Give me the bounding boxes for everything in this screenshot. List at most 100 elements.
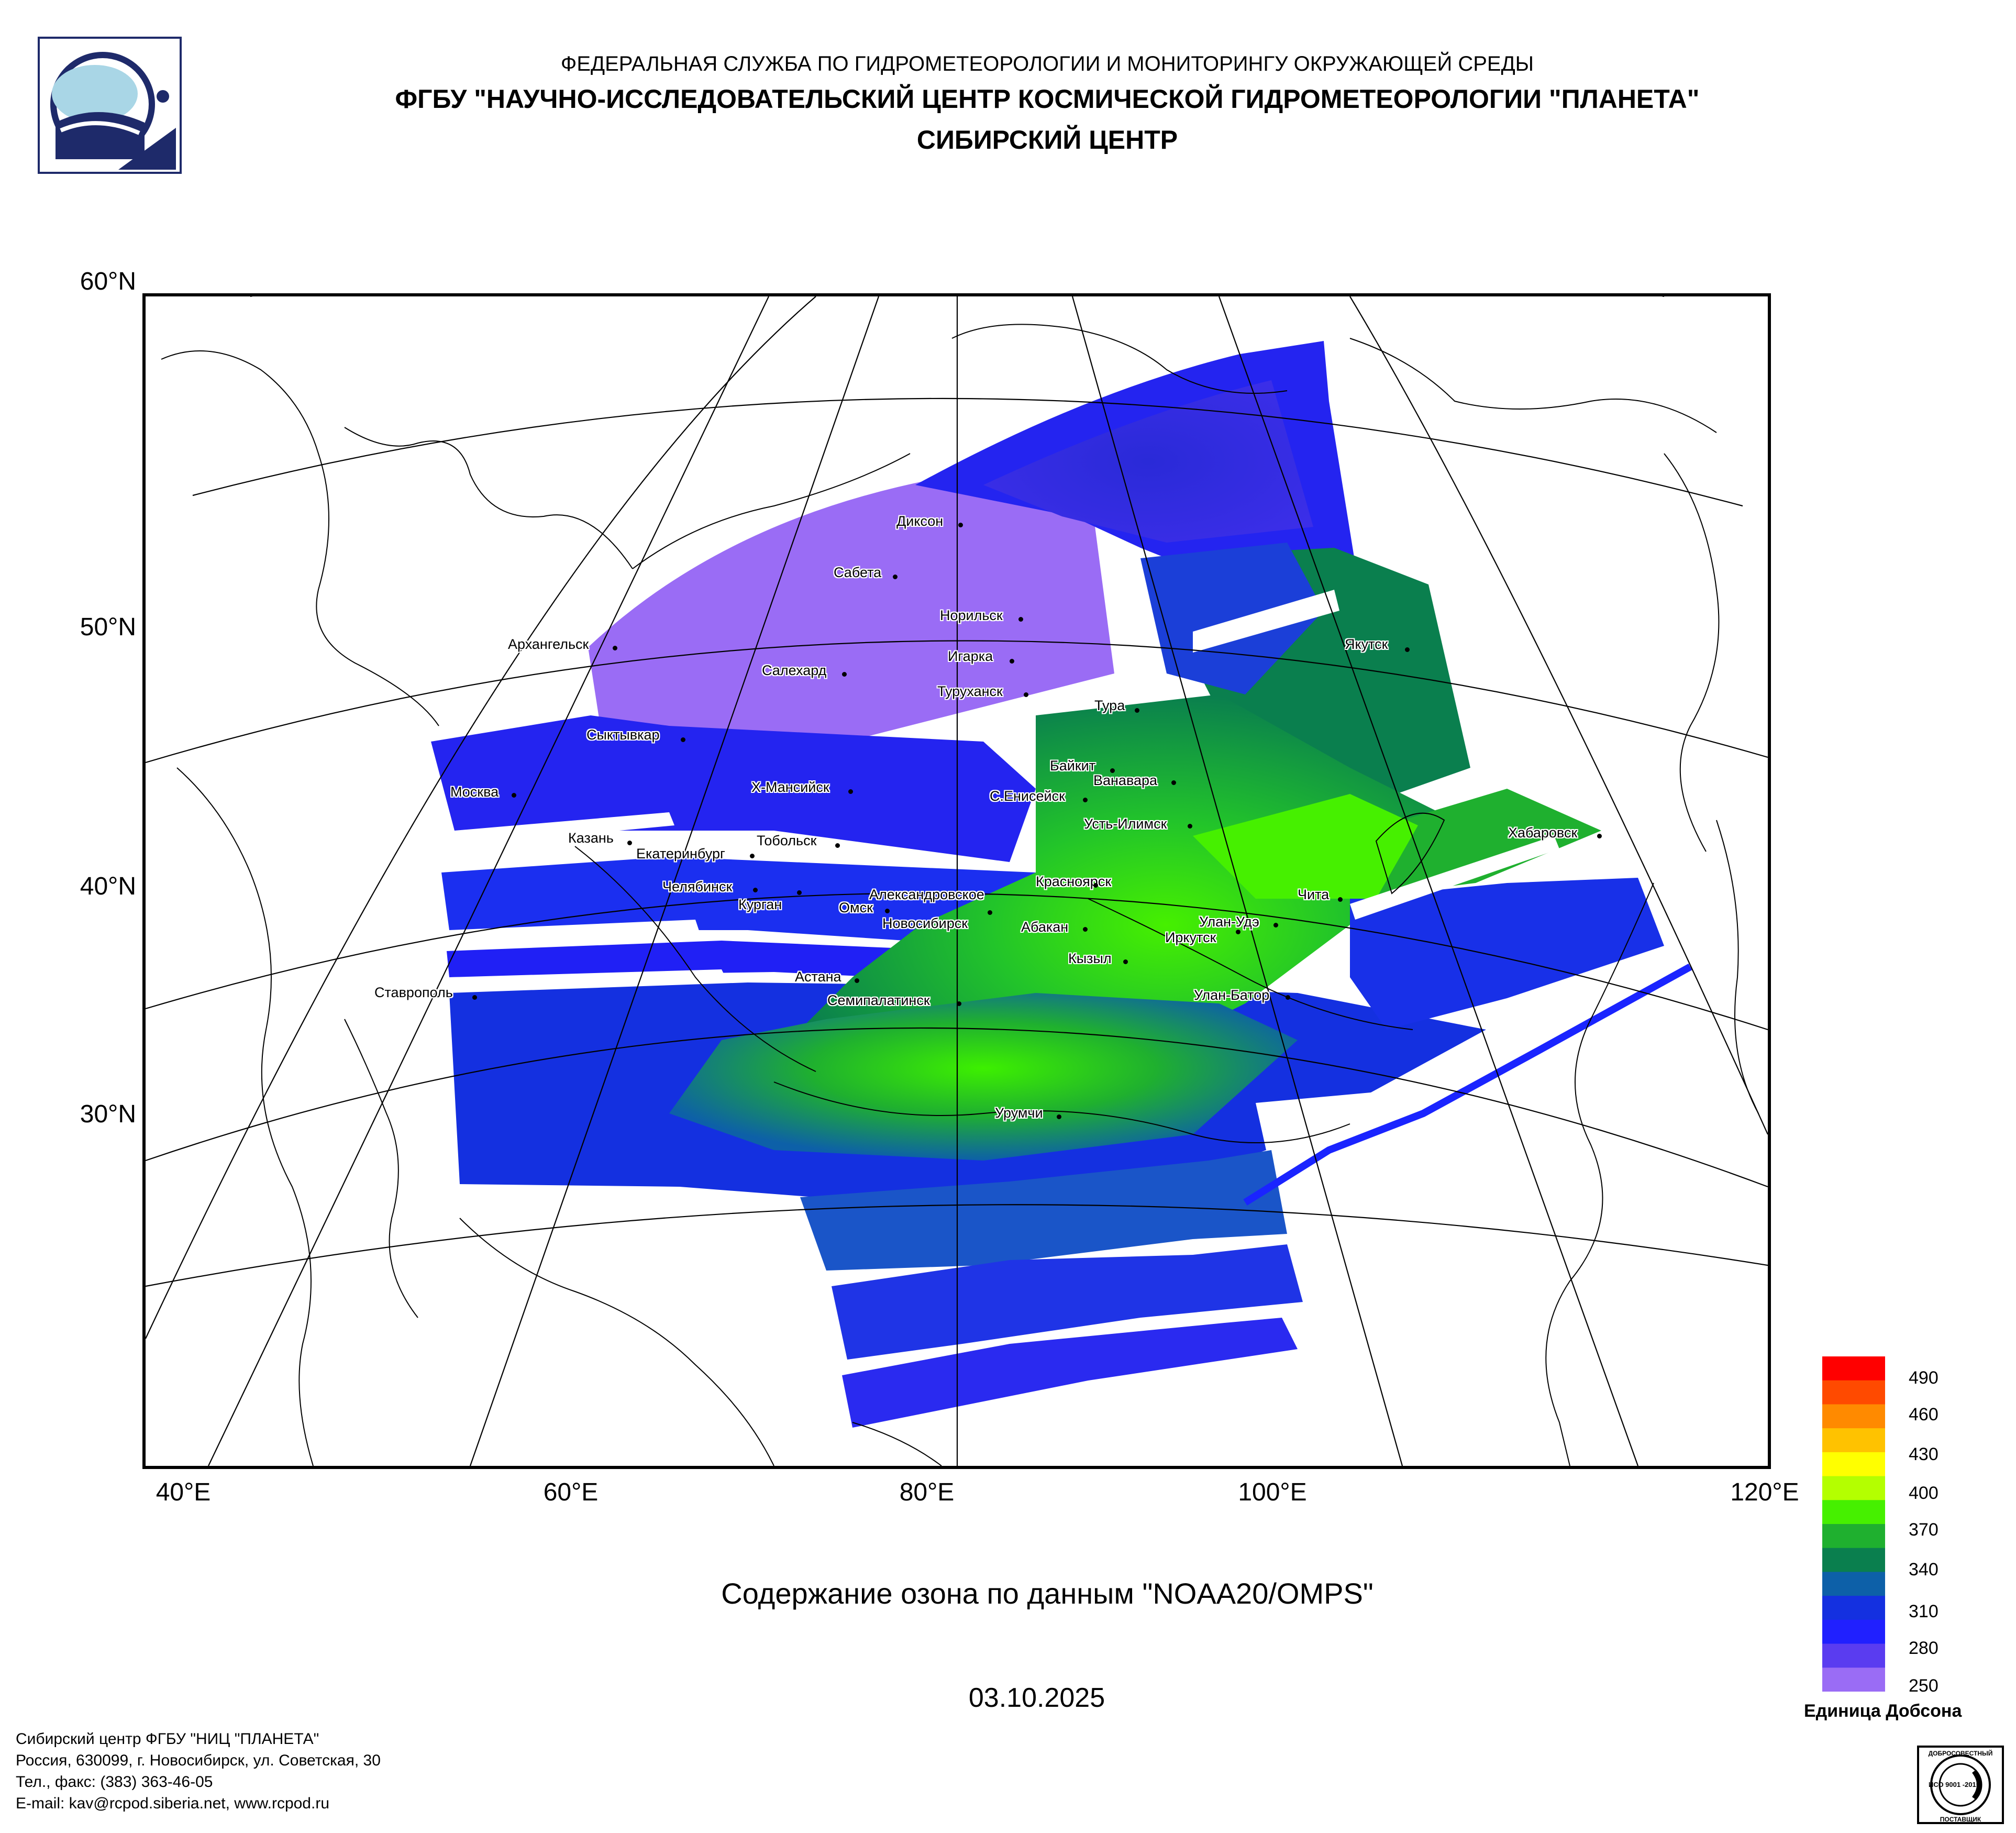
gap-2 (449, 920, 701, 946)
swath-se-lower-2 (832, 1244, 1303, 1360)
city-dot (1018, 617, 1023, 622)
city-dot (1338, 897, 1343, 902)
lon-label-60: 60°E (543, 1478, 599, 1506)
iso-certificate-badge: ДОБРОСОВЕСТНЫЙ ИСО 9001 -2015 ПОСТАВЩИК (1917, 1746, 2004, 1824)
city-dot (1083, 798, 1088, 802)
gap-5 (1193, 590, 1339, 653)
footer-contacts: Сибирский центр ФГБУ "НИЦ "ПЛАНЕТА" Росс… (16, 1728, 381, 1814)
city-label: Якутск (1345, 636, 1388, 652)
city-label: Сыктывкар (586, 727, 660, 743)
scale-tick-label: 340 (1909, 1560, 1939, 1580)
city-label: Тобольск (757, 833, 817, 848)
city-label: Чита (1298, 887, 1330, 902)
map-date: 03.10.2025 (968, 1683, 1105, 1713)
swath-central-bright (1193, 794, 1418, 899)
scale-tick-label: 490 (1909, 1368, 1939, 1388)
city-dot (988, 910, 992, 915)
lat-label-30: 30°N (80, 1100, 136, 1128)
scale-band (1822, 1428, 1885, 1453)
city-dot (1273, 923, 1278, 927)
city-dot (1110, 768, 1115, 773)
footer-line: Россия, 630099, г. Новосибирск, ул. Сове… (16, 1752, 381, 1769)
city-dot (1236, 930, 1240, 934)
scale-band (1822, 1476, 1885, 1500)
map-caption: Содержание озона по данным "NOAA20/OMPS" (721, 1577, 1373, 1610)
city-label: Усть-Илимск (1084, 816, 1167, 832)
city-dot (1171, 780, 1176, 785)
city-dot (753, 888, 758, 892)
city-dot (957, 1001, 961, 1006)
scale-tick-label: 460 (1909, 1405, 1939, 1425)
city-label: Челябинск (662, 879, 733, 895)
swath-south-green (669, 993, 1298, 1161)
footer-line: Сибирский центр ФГБУ "НИЦ "ПЛАНЕТА" (16, 1730, 319, 1748)
city-dot (885, 909, 890, 913)
scale-tick-label: 430 (1909, 1444, 1939, 1464)
lon-label-80: 80°E (899, 1478, 955, 1506)
city-dot (1024, 692, 1028, 697)
scale-band (1822, 1596, 1885, 1620)
city-dot (842, 672, 847, 677)
ozone-map (142, 293, 1771, 1469)
city-label: Казань (568, 830, 614, 846)
city-dot (1093, 883, 1098, 888)
cert-top-text: ДОБРОСОВЕСТНЫЙ (1929, 1749, 1993, 1757)
city-label: Омск (839, 900, 873, 915)
city-label: Хабаровск (1508, 825, 1578, 841)
city-label: Ванавара (1093, 772, 1158, 788)
lat-label-60: 60°N (80, 268, 136, 295)
city-label: Абакан (1021, 919, 1069, 935)
city-label: Курган (738, 897, 782, 912)
coastlines (161, 324, 1759, 1466)
city-label: Красноярск (1036, 874, 1112, 889)
city-dot (1083, 927, 1088, 932)
swath-east-band-2 (1350, 878, 1664, 1030)
city-label: Игарка (948, 648, 993, 664)
city-dot (1010, 659, 1014, 664)
scale-band (1822, 1380, 1885, 1405)
city-label: Архангельск (508, 636, 589, 652)
city-label: Астана (795, 969, 841, 985)
city-dot (681, 737, 685, 742)
city-label: Байкит (1050, 758, 1096, 774)
swath-north-blue-inner (983, 380, 1313, 543)
city-label: Тура (1094, 698, 1125, 713)
center-title: СИБИРСКИЙ ЦЕНТР (916, 125, 1178, 154)
city-dot (835, 843, 840, 848)
city-dot (958, 523, 963, 527)
swath-se-lower-3 (842, 1318, 1298, 1428)
scale-band (1822, 1572, 1885, 1596)
city-label: Улан-Батор (1194, 987, 1270, 1003)
scale-tick-label: 250 (1909, 1676, 1939, 1696)
planeta-logo (38, 37, 182, 174)
city-dot (1597, 834, 1602, 838)
city-dot (1405, 647, 1410, 652)
scale-band (1822, 1643, 1885, 1668)
city-label: Москва (450, 784, 499, 800)
swath-violet (588, 474, 1114, 799)
city-label: Салехард (762, 662, 827, 678)
city-label: Ставрополь (374, 985, 453, 1000)
scale-band (1822, 1619, 1885, 1644)
swath-west-1 (431, 715, 1036, 862)
city-label: С.Енисейск (990, 788, 1065, 804)
city-dot (893, 575, 898, 579)
city-label: Екатеринбург (636, 846, 725, 862)
scale-tick-label: 310 (1909, 1602, 1939, 1621)
scale-band (1822, 1500, 1885, 1525)
lat-label-40: 40°N (80, 873, 136, 900)
swath-se-lower (800, 1150, 1287, 1271)
city-dot (855, 978, 859, 983)
footer-line: Тел., факс: (383) 363-46-05 (16, 1773, 213, 1791)
scale-unit: Единица Добсона (1804, 1701, 1962, 1721)
lon-label-100: 100°E (1238, 1478, 1307, 1506)
gap-3 (449, 969, 727, 988)
city-dot (1135, 708, 1139, 713)
city-label: Кызыл (1068, 951, 1112, 966)
city-label: Семипалатинск (827, 992, 930, 1008)
footer-line: E-mail: kav@rcpod.siberia.net, www.rcpod… (16, 1795, 330, 1812)
city-label: Новосибирск (882, 915, 968, 931)
agency-title: ФЕДЕРАЛЬНАЯ СЛУЖБА ПО ГИДРОМЕТЕОРОЛОГИИ … (560, 52, 1534, 75)
city-dot (1286, 995, 1290, 1000)
city-label: Улан-Удэ (1199, 914, 1259, 930)
